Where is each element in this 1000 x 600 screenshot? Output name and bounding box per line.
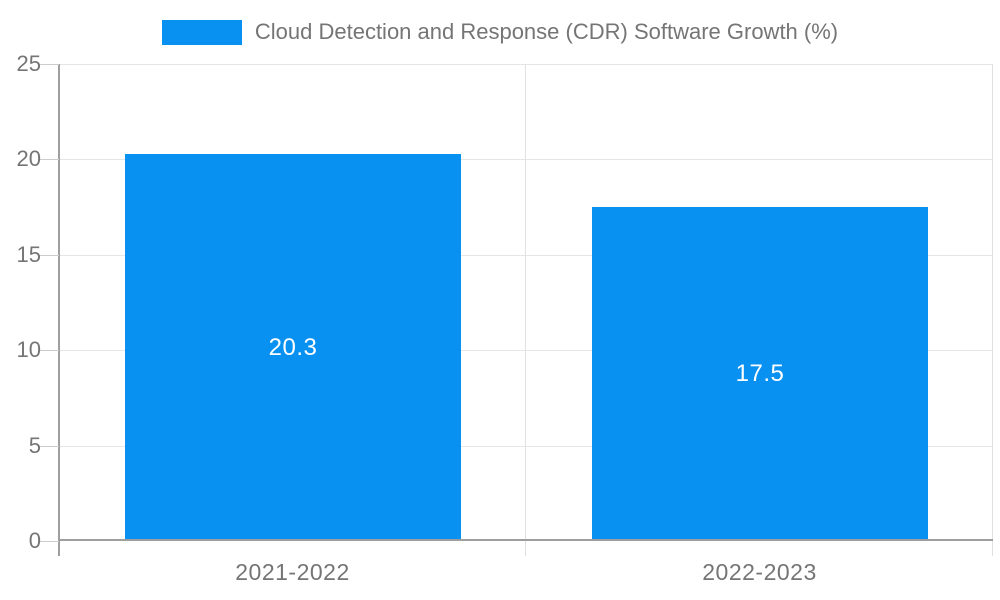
y-tick-label: 20: [16, 146, 41, 171]
y-tick-label: 5: [28, 433, 41, 458]
gridline: [59, 159, 993, 160]
gridline: [59, 255, 993, 256]
legend-color-swatch: [161, 19, 242, 45]
bar-2022-2023: 17.5: [592, 207, 928, 541]
y-tick-mark: [40, 541, 59, 542]
y-tick-mark: [40, 350, 59, 351]
x-tick-label: 2021-2022: [235, 559, 350, 585]
bar-value-label: 17.5: [735, 360, 785, 387]
gridline: [59, 350, 993, 351]
y-tick-label: 15: [16, 242, 41, 267]
plot-right-border: [992, 64, 993, 556]
category-divider-line: [525, 64, 526, 556]
gridline: [59, 446, 993, 447]
gridline: [59, 64, 993, 65]
y-tick-mark: [40, 159, 59, 160]
y-tick-mark: [40, 446, 59, 447]
legend-title: Cloud Detection and Response (CDR) Softw…: [254, 19, 839, 44]
y-tick-label: 25: [16, 51, 41, 76]
y-tick-label: 10: [16, 337, 41, 362]
y-tick-mark: [40, 64, 59, 65]
plot-area: 20.3 17.5: [58, 64, 993, 556]
x-axis-baseline: [59, 539, 993, 541]
y-tick-mark: [40, 255, 59, 256]
chart-legend: Cloud Detection and Response (CDR) Softw…: [0, 19, 1000, 45]
x-tick-label: 2022-2023: [702, 559, 817, 585]
bar-2021-2022: 20.3: [125, 154, 461, 541]
y-axis-line: [58, 64, 60, 556]
bar-value-label: 20.3: [268, 333, 318, 361]
y-tick-label: 0: [28, 528, 41, 553]
